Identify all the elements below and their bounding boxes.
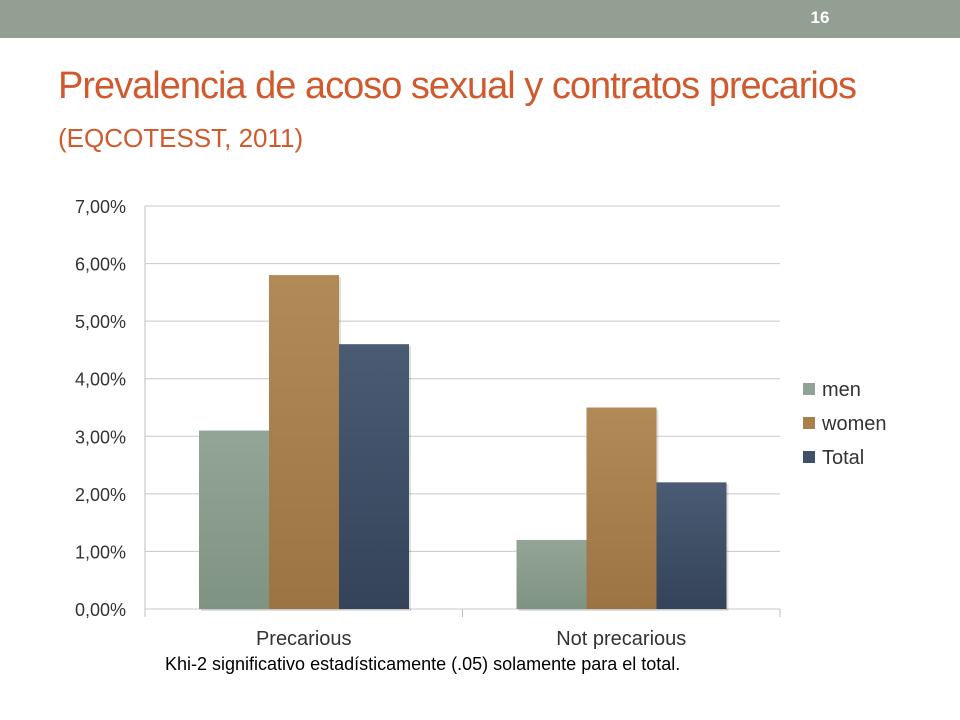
legend-label-total: Total [822, 447, 864, 469]
footnote: Khi-2 significativo estadísticamente (.0… [165, 654, 681, 674]
y-tick-label: 7,00% [75, 197, 126, 217]
y-tick-label: 2,00% [75, 485, 126, 505]
slide-number: 16 [810, 8, 830, 27]
bar-women-1 [586, 407, 657, 609]
legend-label-women: women [821, 413, 886, 435]
bar-total-1 [656, 482, 727, 609]
legend-swatch-men [803, 383, 815, 395]
legend-swatch-total [803, 451, 815, 463]
y-tick-label: 1,00% [75, 542, 126, 562]
top-bar [0, 0, 960, 38]
slide-title: Prevalencia de acoso sexual y contratos … [58, 62, 918, 163]
bars-layer [199, 275, 729, 611]
legend: men women Total [803, 379, 886, 469]
y-tick-label: 5,00% [75, 312, 126, 332]
y-tick-label: 3,00% [75, 427, 126, 447]
bar-women-0 [269, 275, 339, 609]
x-category-label: Precarious [256, 628, 352, 650]
legend-label-men: men [822, 379, 861, 401]
title-main: Prevalencia de acoso sexual y contratos … [58, 65, 857, 107]
y-tick-label: 0,00% [75, 600, 126, 620]
bar-men-0 [199, 430, 269, 609]
x-category-label: Not precarious [556, 628, 686, 650]
labels-layer: 0,00% 1,00% 2,00% 3,00% 4,00% 5,00% 6,00% 7,00%… [75, 197, 686, 650]
legend-swatch-women [803, 417, 815, 429]
y-tick-label: 4,00% [75, 370, 126, 390]
bar-total-0 [339, 344, 409, 609]
y-tick-label: 6,00% [75, 255, 126, 275]
bar-men-1 [516, 539, 587, 609]
title-sub: (EQCOTESST, 2011) [58, 123, 304, 153]
